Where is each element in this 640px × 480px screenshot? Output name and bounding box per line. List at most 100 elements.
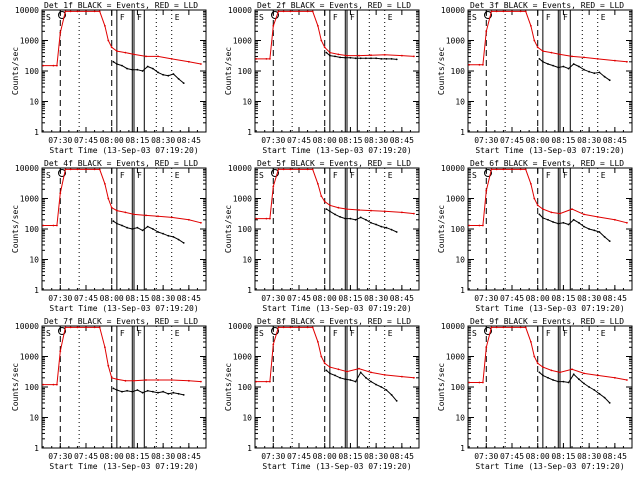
lld-data-point (323, 362, 326, 365)
events-data-point (598, 71, 601, 74)
lld-data-point (188, 60, 190, 63)
events-data-point (542, 60, 544, 63)
x-axis-title: Start Time (13-Sep-03 07:19:20) (49, 462, 198, 471)
lld-data-point (272, 25, 275, 27)
events-data-point (329, 210, 331, 213)
lld-data-point (104, 25, 106, 27)
lld-data-point (272, 343, 275, 346)
x-tick-label: 07:30 (48, 136, 72, 145)
events-data-point (344, 378, 347, 381)
events-data-point (583, 382, 585, 385)
y-tick-label: 1 (460, 286, 465, 295)
events-data-point (162, 73, 165, 76)
events-data-point (375, 57, 377, 60)
interval-marker: F (563, 329, 568, 338)
lld-data-point (614, 218, 616, 221)
lld-data-point (596, 216, 599, 218)
events-data-point (162, 232, 165, 235)
y-tick-label: 1000 (446, 353, 465, 362)
lld-data-point (157, 215, 159, 218)
y-tick-label: 1000 (20, 195, 39, 204)
interval-marker: F (350, 329, 355, 338)
lld-data-point (298, 326, 300, 329)
lld-data-point (370, 54, 372, 57)
panel-title: Det_5f BLACK = Events, RED = LLD (257, 159, 411, 168)
lld-data-point (346, 54, 348, 57)
lld-data-point (93, 168, 96, 171)
plot-frame (41, 167, 207, 291)
lld-data-point (542, 208, 544, 211)
events-data-point (567, 223, 570, 226)
panel-title: Det_3f BLACK = Events, RED = LLD (470, 1, 624, 10)
events-data-point (538, 213, 541, 216)
lld-data-point (85, 10, 87, 13)
events-data-point (349, 217, 352, 220)
lld-data-point (104, 183, 106, 185)
events-data-point (588, 228, 590, 230)
y-tick-label: 1 (460, 444, 465, 453)
events-data-point (157, 231, 159, 233)
interval-marker: E (175, 171, 180, 180)
x-tick-label: 07:45 (500, 136, 524, 145)
events-data-point (557, 66, 560, 69)
interval-marker: F (137, 171, 142, 180)
events-data-point (578, 65, 580, 68)
lld-data-point (511, 10, 513, 13)
panel-3: Det_3f BLACK = Events, RED = LLD 1 10 100 10… (437, 1, 633, 155)
lld-data-point (269, 217, 271, 220)
lld-data-point (59, 192, 62, 195)
y-tick-label: 1 (247, 444, 252, 453)
y-tick-label: 10 (455, 256, 465, 265)
lld-data-point (550, 51, 553, 54)
events-data-point (344, 56, 347, 59)
plot-frame (467, 167, 633, 291)
lld-data-point (533, 39, 536, 42)
y-tick-label: 10000 (228, 6, 252, 15)
y-tick-label: 10 (242, 256, 252, 265)
y-tick-label: 10000 (441, 6, 465, 15)
events-data-point (598, 392, 601, 395)
y-tick-label: 10000 (15, 322, 39, 331)
lld-data-point (383, 210, 386, 213)
x-tick-label: 07:45 (500, 294, 524, 303)
events-data-point (370, 221, 372, 224)
lld-data-point (200, 380, 202, 383)
events-data-point (588, 70, 590, 73)
events-data-point (562, 380, 565, 383)
events-data-point (395, 231, 398, 233)
lld-data-point (157, 55, 159, 58)
events-data-point (354, 380, 357, 383)
lld-data-point (329, 204, 331, 207)
events-data-point (608, 79, 611, 82)
lld-data-point (596, 58, 599, 60)
x-tick-label: 07:45 (74, 136, 98, 145)
lld-data-point (536, 362, 539, 365)
events-series-line (113, 220, 184, 244)
interval-marker: E (388, 329, 393, 338)
lld-data-point (306, 326, 309, 329)
attenuator-circle (484, 327, 492, 335)
events-data-point (390, 58, 393, 60)
panel-6: Det_6f BLACK = Events, RED = LLD 1 10 100 10… (437, 159, 633, 313)
lld-data-point (64, 168, 67, 171)
lld-data-point (323, 46, 326, 49)
lld-data-point (550, 211, 553, 214)
events-data-point (538, 371, 541, 374)
events-data-point (370, 57, 372, 60)
y-tick-label: 1000 (20, 353, 39, 362)
lld-data-point (614, 376, 616, 379)
events-data-point (126, 67, 128, 70)
y-tick-label: 1000 (446, 195, 465, 204)
x-tick-label: 08:30 (577, 136, 601, 145)
interval-marker: S (472, 329, 477, 338)
x-tick-label: 08:00 (313, 452, 337, 461)
lld-data-point (56, 64, 58, 67)
events-data-point (385, 389, 388, 391)
events-data-point (375, 223, 377, 226)
lld-data-point (478, 224, 481, 227)
lld-data-point (98, 168, 101, 171)
interval-marker: F (546, 171, 551, 180)
lld-data-point (559, 371, 561, 374)
x-tick-label: 07:45 (74, 294, 98, 303)
